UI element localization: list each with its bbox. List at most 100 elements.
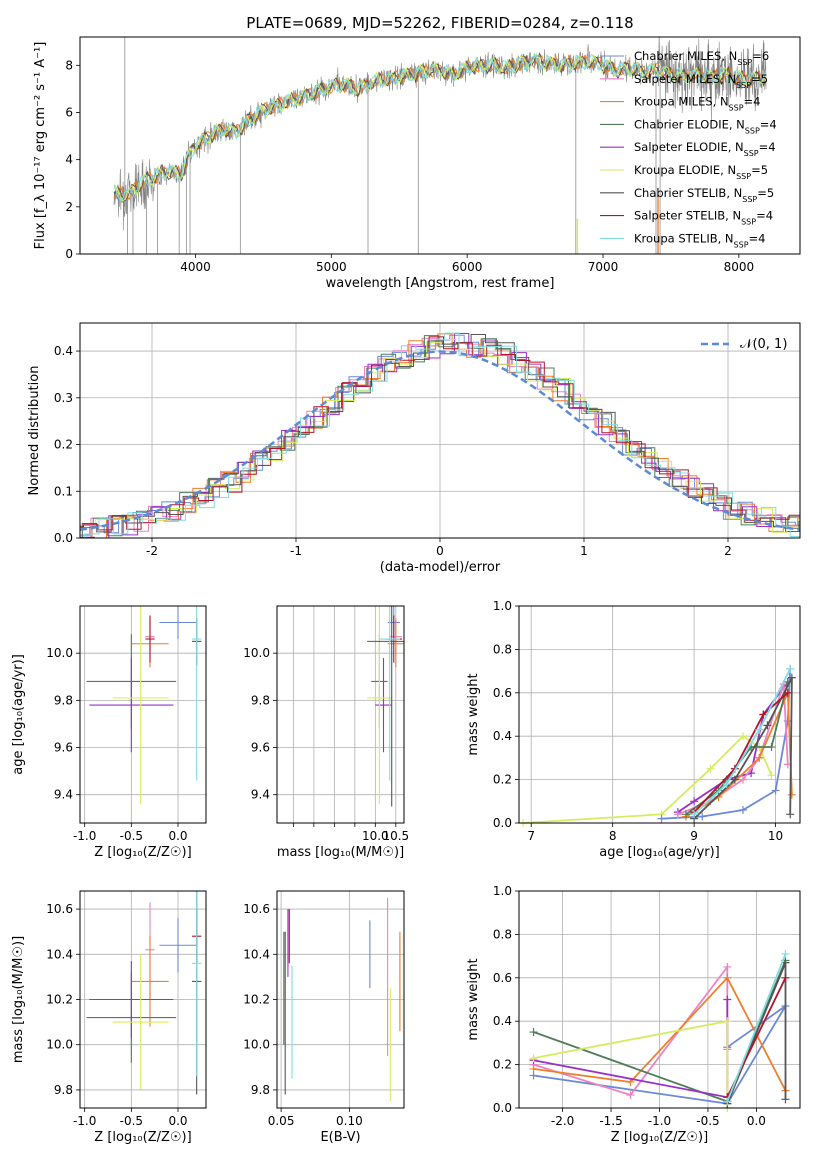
legend-entry: Chabrier ELODIE, NSSP=4: [634, 117, 777, 135]
y-tick-label: 0.2: [54, 438, 73, 452]
y-tick-label: 10.0: [46, 1038, 73, 1052]
mass-weight-vs-metallicity-panel: -2.0 -1.5 -1.0 -0.5 0.0 0.0 0.2 0.4 0.6 0.8 1.0 Z […: [466, 884, 801, 1145]
x-tick-label: -1.0: [73, 829, 96, 843]
y-tick-label: 0.8: [493, 642, 512, 656]
y-axis-label: mass [log₁₀(M/M☉)]: [11, 936, 26, 1063]
y-tick-label: 10.4: [243, 947, 270, 961]
y-tick-label: 0.3: [54, 391, 73, 405]
y-tick-label: 0.2: [493, 773, 512, 787]
y-tick-label: 0.4: [493, 729, 512, 743]
histogram-group: [80, 332, 800, 538]
legend-subscript: SSP: [736, 80, 751, 89]
mass-weight-marker: [529, 1028, 538, 1037]
mass-weight-marker: [786, 664, 795, 673]
y-tick-label: 9.4: [251, 788, 270, 802]
mass-weight-marker: [723, 973, 732, 982]
errorbar-group: [86, 606, 202, 805]
y-tick-label: 9.4: [54, 788, 73, 802]
mass-weight-marker: [781, 973, 790, 982]
y-tick-label: 0.1: [54, 484, 73, 498]
x-tick-label: 0.05: [268, 1114, 295, 1128]
legend-value: =4: [756, 209, 773, 223]
legend-subscript: SSP: [734, 240, 749, 249]
x-axis-label: Z [log₁₀(Z/Z☉)]: [611, 1130, 708, 1145]
axes-frame: [276, 890, 405, 1109]
mass-weight-marker: [738, 732, 747, 741]
model-spectrum-line: [113, 52, 767, 202]
x-axis-label: Z [log₁₀(Z/Z☉)]: [94, 1130, 191, 1145]
mass-vs-extinction-panel: 0.05 0.10 9.8 10.0 10.2 10.4 10.6 E(B-V): [243, 890, 405, 1145]
residual-histogram: [80, 332, 800, 538]
y-tick-label: 1.0: [493, 599, 512, 613]
legend-value: =5: [751, 163, 768, 177]
mass-weight-line: [693, 668, 792, 815]
age-vs-metallicity-panel: -1.0 -0.5 0.0 9.4 9.6 9.8 10.0 Z [log₁₀(Z/Z☉)] a…: [11, 605, 207, 860]
x-tick-label: -1.0: [73, 1114, 96, 1128]
mass-weight-marker: [738, 805, 747, 814]
mass-weight-marker: [681, 810, 690, 819]
model-spectrum-line: [113, 53, 767, 202]
legend-subscript: SSP: [737, 58, 752, 67]
mass-weight-marker: [767, 743, 776, 752]
y-tick-label: 10.2: [243, 993, 270, 1007]
mass-weight-marker: [673, 810, 682, 819]
legend-subscript: SSP: [745, 126, 760, 135]
y-tick-label: 10.0: [243, 646, 270, 660]
y-tick-label: 10.4: [46, 947, 73, 961]
mass-weight-marker: [787, 673, 796, 682]
x-tick-label: -1: [290, 544, 302, 558]
legend-subscript: SSP: [742, 194, 757, 203]
y-axis-label: mass weight: [466, 673, 481, 755]
x-tick-label: 9: [690, 829, 698, 843]
axes-frame: [276, 605, 405, 824]
legend-entry: Chabrier MILES, NSSP=6: [634, 49, 769, 67]
y-tick-label: 1.0: [493, 884, 512, 898]
y-tick-label: 6: [65, 105, 73, 119]
legend-entry: Salpeter STELIB, NSSP=4: [634, 209, 773, 227]
y-tick-label: 10.6: [46, 902, 73, 916]
errorbar-group: [283, 897, 401, 1102]
mass-weight-marker: [763, 721, 772, 730]
x-axis-label: E(B-V): [320, 1130, 360, 1145]
mass-weight-line: [726, 953, 787, 1102]
x-tick-label: -2.0: [551, 1114, 574, 1128]
mass-weight-marker: [759, 710, 768, 719]
residuals-panel: -2 -1 0 1 2 0.0 0.1 0.2 0.3 0.4 (data-model)/error…: [27, 322, 801, 575]
legend-value: =4: [749, 231, 766, 245]
y-tick-label: 9.6: [54, 741, 73, 755]
x-tick-label: 10: [768, 829, 783, 843]
y-axis-label: mass weight: [466, 958, 481, 1040]
legend-subscript: SSP: [736, 172, 751, 181]
y-tick-label: 0.8: [493, 927, 512, 941]
y-tick-label: 9.6: [251, 741, 270, 755]
legend-value: =4: [744, 95, 761, 109]
y-tick-label: 0.2: [493, 1058, 512, 1072]
x-tick-label: -0.5: [120, 1114, 143, 1128]
mass-weight-marker: [690, 810, 699, 819]
y-tick-label: 0.0: [493, 816, 512, 830]
residual-histogram: [80, 335, 800, 537]
mass-weight-marker: [771, 786, 780, 795]
y-tick-label: 9.8: [251, 693, 270, 707]
legend-subscript: SSP: [744, 149, 759, 158]
x-axis-label: age [log₁₀(age/yr)]: [599, 845, 720, 860]
x-tick-label: -2: [146, 544, 158, 558]
axes-frame: [79, 322, 801, 539]
x-tick-label: 0.0: [168, 829, 187, 843]
legend-entry: 𝒩(0, 1): [740, 337, 787, 352]
mass-weight-marker: [786, 810, 795, 819]
axes-frame: [79, 36, 801, 255]
y-tick-label: 10.6: [243, 902, 270, 916]
mass-weight-marker: [706, 764, 715, 773]
errorbar-group: [367, 606, 404, 807]
legend-value: =4: [760, 117, 777, 131]
y-tick-label: 0.0: [54, 531, 73, 545]
axes-frame: [79, 890, 207, 1109]
residual-histogram: [80, 333, 800, 538]
mass-weight-marker: [698, 812, 707, 821]
legend-subscript: SSP: [729, 103, 744, 112]
mass-weight-marker: [787, 790, 796, 799]
y-axis-label: Normed distribution: [27, 366, 42, 496]
